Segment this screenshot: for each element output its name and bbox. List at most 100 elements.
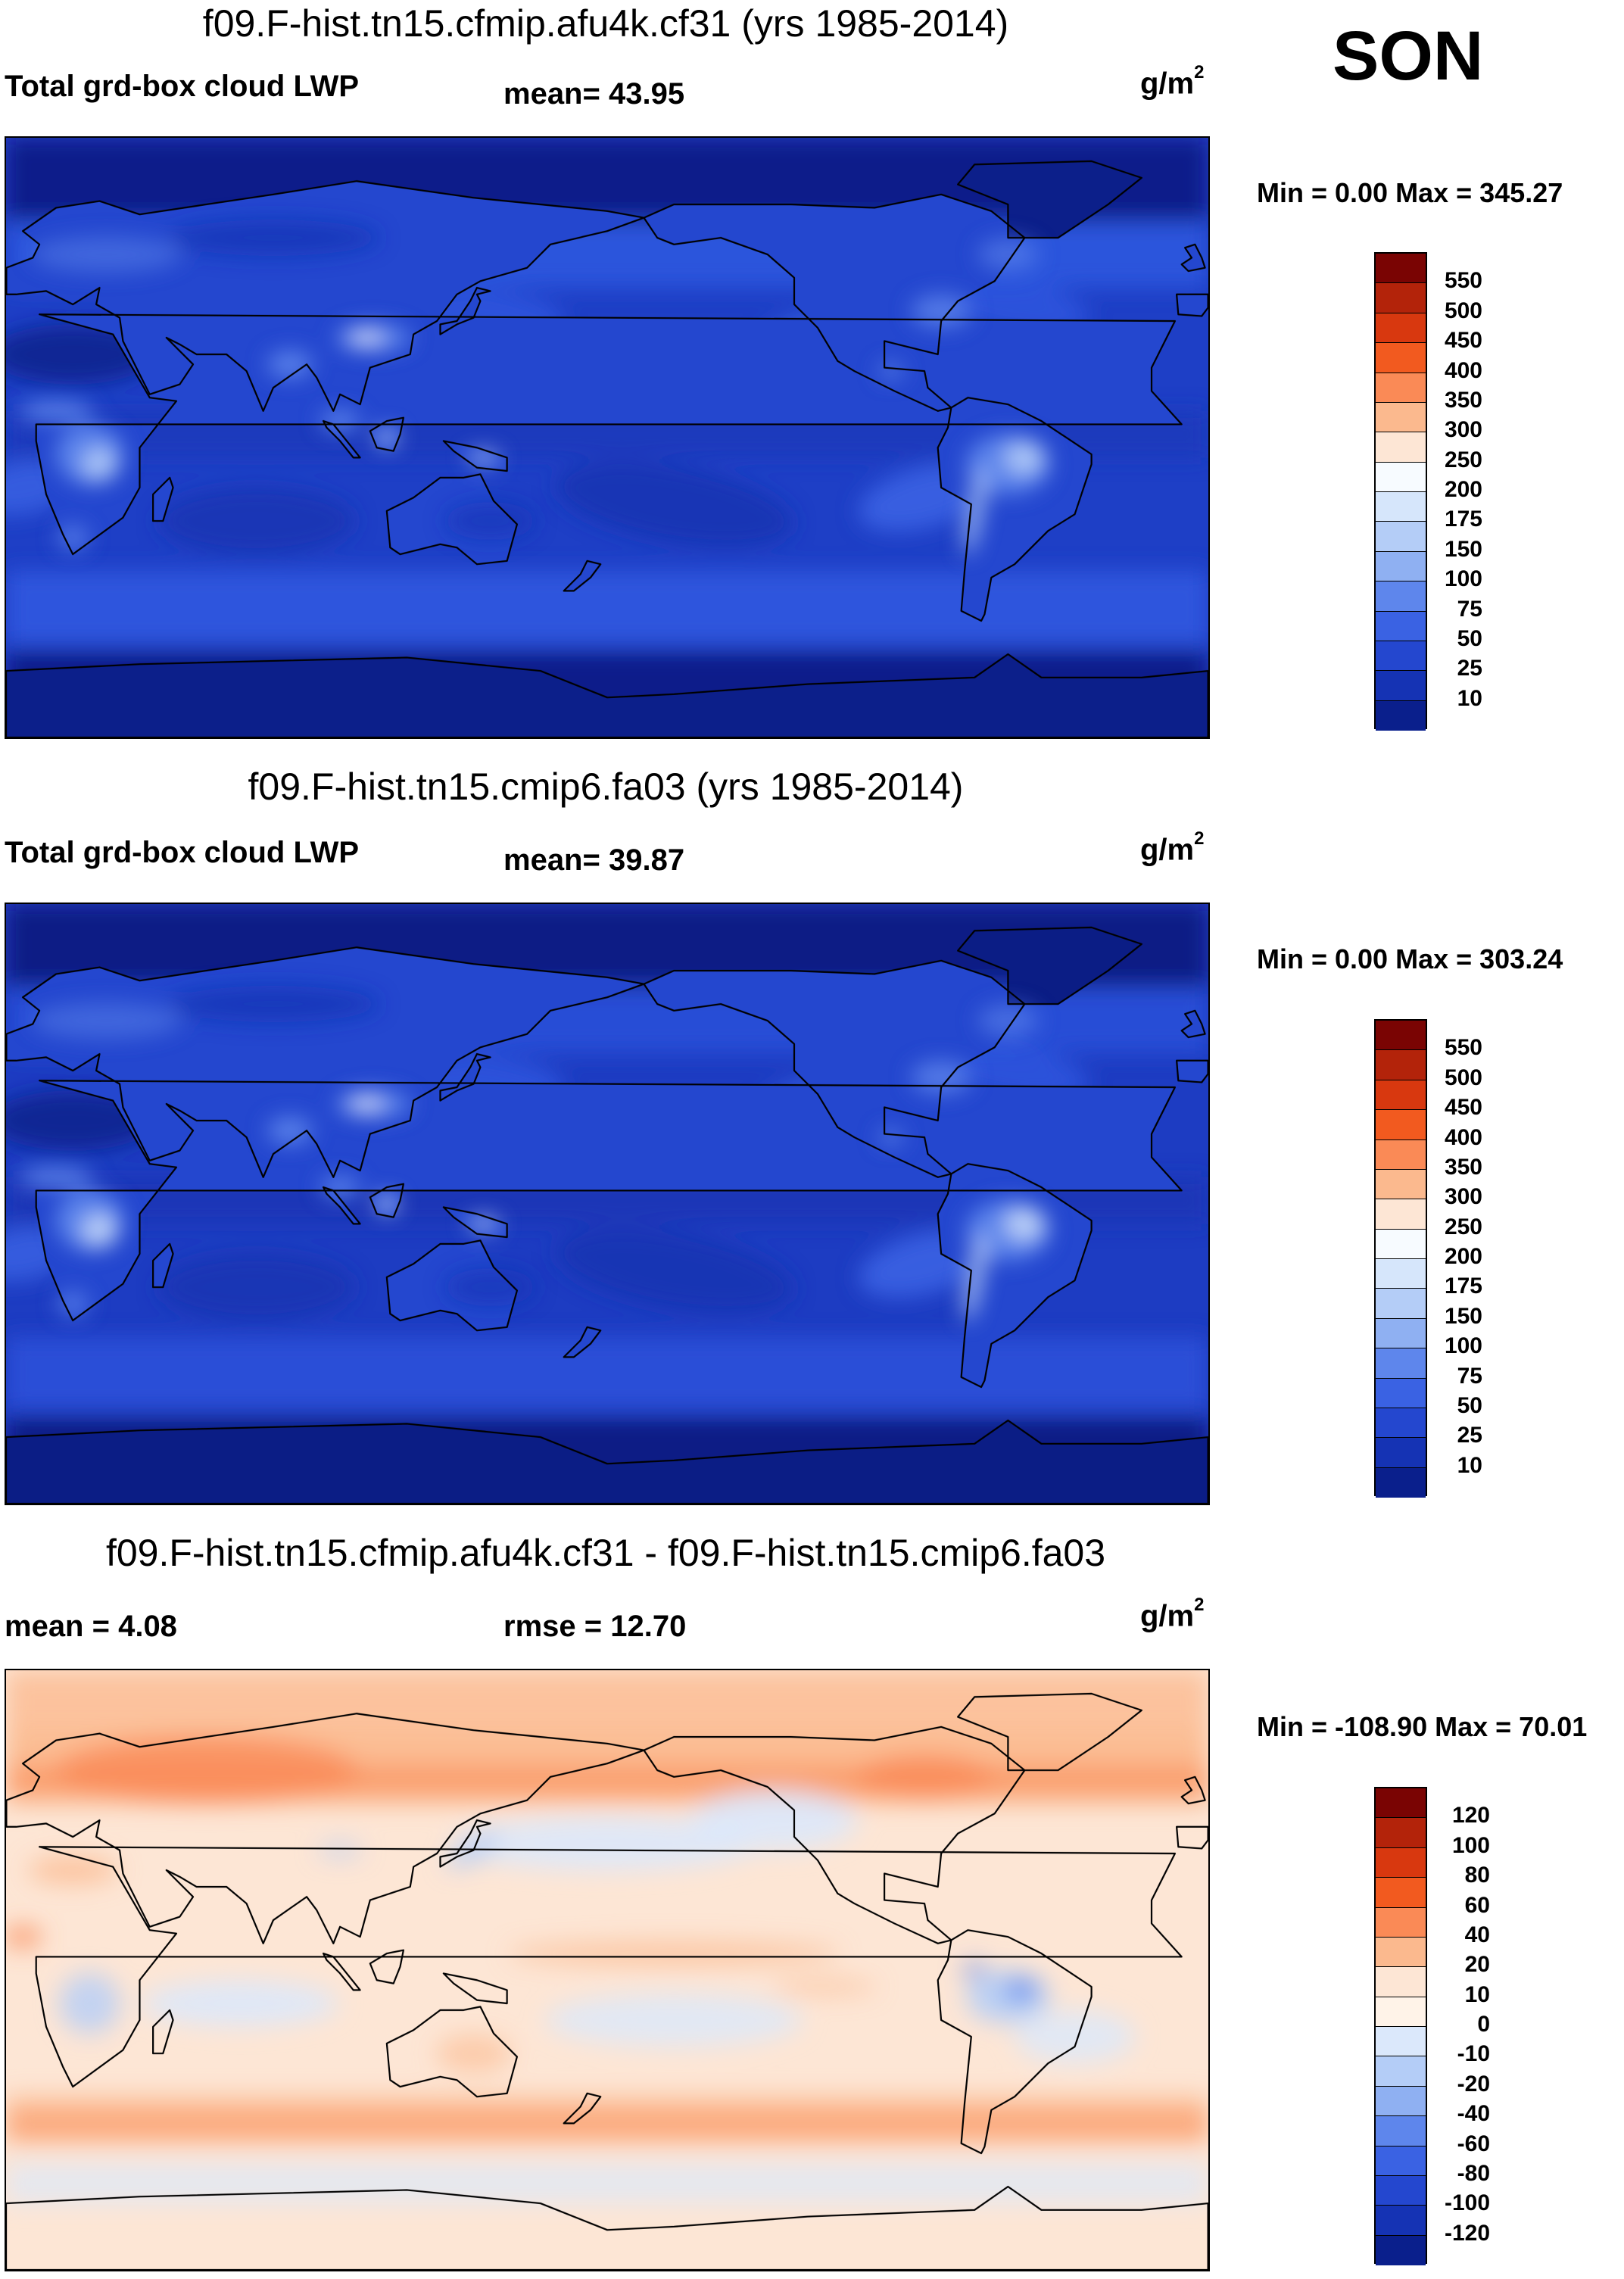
colorbar-box	[1376, 671, 1426, 701]
colorbar-box	[1376, 2027, 1426, 2057]
colorbar-tick-label: 150	[1444, 536, 1482, 562]
colorbar-box	[1376, 2146, 1426, 2176]
panel-1-unit-label: g/m2	[1140, 62, 1205, 101]
panel-3-unit-label: g/m2	[1140, 1595, 1205, 1633]
colorbar-box	[1376, 1967, 1426, 1997]
colorbar-tick-label: -60	[1457, 2131, 1490, 2156]
colorbar-box	[1376, 2175, 1426, 2206]
colorbar-tick-label: 50	[1457, 1392, 1482, 1418]
colorbar-box	[1376, 1818, 1426, 1848]
colorbar-box	[1376, 1348, 1426, 1379]
colorbar-tick-label: 550	[1444, 268, 1482, 294]
colorbar-tick-label: 450	[1444, 1095, 1482, 1121]
colorbar-tick-label: 350	[1444, 1154, 1482, 1180]
colorbar-box	[1376, 1289, 1426, 1319]
colorbar-box	[1376, 1378, 1426, 1408]
colorbar-tick-label: 350	[1444, 387, 1482, 413]
colorbar-box	[1376, 1318, 1426, 1349]
colorbar-box	[1376, 2206, 1426, 2236]
colorbar-tick-label: 300	[1444, 417, 1482, 443]
colorbar-tick-label: -80	[1457, 2160, 1490, 2186]
colorbar-tick-label: 40	[1464, 1922, 1490, 1947]
colorbar-tick-label: 80	[1464, 1863, 1490, 1888]
colorbar-box	[1376, 373, 1426, 403]
colorbar-box	[1376, 402, 1426, 433]
colorbar-box	[1376, 1229, 1426, 1259]
colorbar-box	[1376, 1140, 1426, 1170]
panel-1-map	[5, 136, 1210, 739]
colorbar-box	[1376, 1438, 1426, 1468]
colorbar-tick-label: 175	[1444, 1274, 1482, 1299]
colorbar-box	[1376, 462, 1426, 492]
colorbar-box	[1376, 254, 1426, 284]
panel-3-colorbar	[1374, 1787, 1427, 2265]
panel-1-colorbar	[1374, 252, 1427, 731]
colorbar-box	[1376, 1788, 1426, 1819]
colorbar-box	[1376, 551, 1426, 582]
colorbar-tick-label: 450	[1444, 328, 1482, 354]
panel-2-unit-label: g/m2	[1140, 828, 1205, 867]
colorbar-box	[1376, 1110, 1426, 1140]
colorbar-tick-label: 250	[1444, 1214, 1482, 1239]
colorbar-tick-label: 400	[1444, 1124, 1482, 1150]
colorbar-tick-label: 50	[1457, 625, 1482, 651]
colorbar-box	[1376, 2116, 1426, 2146]
colorbar-tick-label: 100	[1451, 1832, 1490, 1858]
colorbar-box	[1376, 522, 1426, 552]
panel-1-title: f09.F-hist.tn15.cfmip.afu4k.cf31 (yrs 19…	[202, 2, 1009, 45]
colorbar-box	[1376, 1878, 1426, 1908]
panel-2-mean-label: mean= 39.87	[503, 843, 685, 877]
colorbar-box	[1376, 2235, 1426, 2265]
colorbar-tick-label: 10	[1457, 1452, 1482, 1478]
colorbar-box	[1376, 1907, 1426, 1938]
colorbar-box	[1376, 1021, 1426, 1051]
colorbar-tick-label: -100	[1444, 2190, 1490, 2216]
panel-2-colorbar	[1374, 1019, 1427, 1498]
colorbar-box	[1376, 1169, 1426, 1200]
colorbar-box	[1376, 1080, 1426, 1111]
colorbar-tick-label: 0	[1477, 2012, 1490, 2037]
colorbar-tick-label: 10	[1457, 685, 1482, 711]
panel-3-mean-label: mean = 4.08	[5, 1610, 177, 1643]
panel-1-minmax: Min = 0.00 Max = 345.27	[1257, 177, 1563, 208]
colorbar-tick-label: -20	[1457, 2071, 1490, 2097]
colorbar-tick-label: 300	[1444, 1184, 1482, 1210]
colorbar-box	[1376, 611, 1426, 641]
panel-2-minmax: Min = 0.00 Max = 303.24	[1257, 943, 1563, 974]
colorbar-tick-label: 60	[1464, 1892, 1490, 1918]
panel-2-title: f09.F-hist.tn15.cmip6.fa03 (yrs 1985-201…	[248, 765, 964, 808]
colorbar-box	[1376, 581, 1426, 612]
colorbar-tick-label: -40	[1457, 2101, 1490, 2127]
colorbar-tick-label: 25	[1457, 1423, 1482, 1448]
season-label: SON	[1333, 17, 1484, 95]
colorbar-box	[1376, 1467, 1426, 1498]
panel-2-map	[5, 903, 1210, 1505]
colorbar-box	[1376, 1937, 1426, 1968]
colorbar-tick-label: 75	[1457, 596, 1482, 622]
colorbar-tick-label: 120	[1451, 1803, 1490, 1828]
colorbar-box	[1376, 1199, 1426, 1230]
colorbar-box	[1376, 641, 1426, 672]
colorbar-tick-label: -120	[1444, 2220, 1490, 2246]
colorbar-box	[1376, 1050, 1426, 1080]
colorbar-box	[1376, 492, 1426, 522]
colorbar-tick-label: 200	[1444, 477, 1482, 502]
panel-3-minmax: Min = -108.90 Max = 70.01	[1257, 1711, 1588, 1742]
colorbar-box	[1376, 1847, 1426, 1878]
colorbar-tick-label: 500	[1444, 298, 1482, 323]
colorbar-tick-label: 100	[1444, 1333, 1482, 1359]
colorbar-box	[1376, 1408, 1426, 1439]
panel-3-title: f09.F-hist.tn15.cfmip.afu4k.cf31 - f09.F…	[105, 1532, 1106, 1574]
colorbar-tick-label: 500	[1444, 1065, 1482, 1090]
colorbar-box	[1376, 313, 1426, 344]
colorbar-tick-label: 175	[1444, 507, 1482, 532]
colorbar-tick-label: 250	[1444, 447, 1482, 472]
colorbar-tick-label: 200	[1444, 1244, 1482, 1269]
panel-2-variable-label: Total grd-box cloud LWP	[5, 836, 360, 869]
panel-1-variable-label: Total grd-box cloud LWP	[5, 70, 360, 103]
colorbar-tick-label: 150	[1444, 1303, 1482, 1329]
colorbar-tick-label: 100	[1444, 566, 1482, 592]
colorbar-box	[1376, 700, 1426, 731]
colorbar-tick-label: 550	[1444, 1035, 1482, 1061]
panel-1-mean-label: mean= 43.95	[503, 77, 685, 111]
